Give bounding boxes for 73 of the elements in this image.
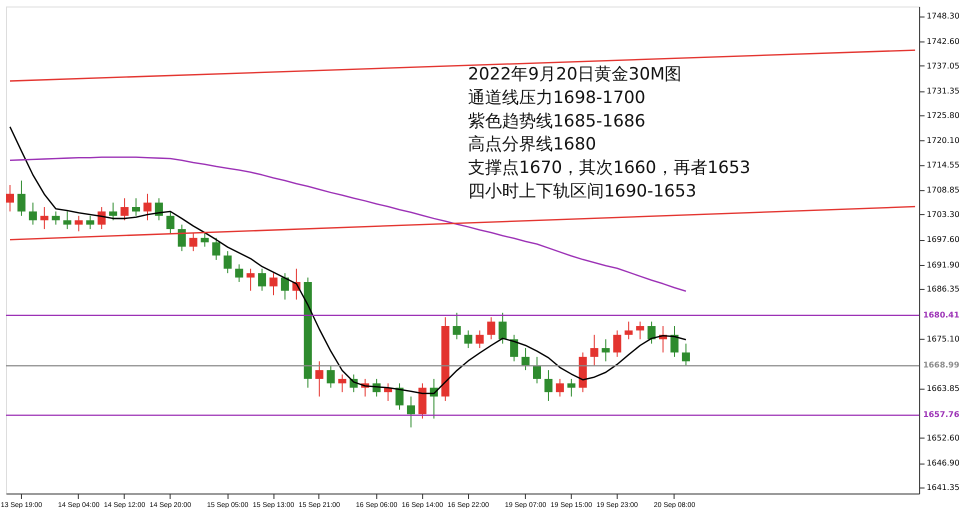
- candlestick: [235, 264, 244, 282]
- candlestick: [338, 374, 346, 393]
- candlestick: [120, 198, 129, 221]
- candlestick: [648, 321, 656, 344]
- y-tick-label: 1691.90: [926, 260, 960, 270]
- candlestick: [624, 321, 633, 340]
- annotation: 高点分界线1680: [468, 134, 596, 154]
- y-tick-label: 1737.05: [926, 61, 960, 70]
- y-tick-label: 1731.35: [926, 86, 960, 96]
- annotation: 紫色趋势线1685-1686: [468, 110, 646, 130]
- candlestick: [406, 396, 415, 428]
- candlestick: [40, 206, 48, 230]
- candlestick: [109, 202, 118, 221]
- candlestick: [682, 343, 690, 366]
- candlestick: [63, 210, 72, 230]
- y-tick-label: 1686.35: [926, 284, 960, 294]
- candlestick: [280, 272, 289, 300]
- candlestick: [224, 250, 232, 274]
- candlestick: [636, 321, 644, 340]
- candlestick: [522, 348, 530, 371]
- candlestick: [166, 210, 174, 234]
- candlestick: [28, 202, 37, 226]
- candlestick: [86, 215, 94, 230]
- candlestick: [613, 330, 622, 358]
- candlestick: [212, 237, 220, 260]
- annotation: 四小时上下轨区间1690-1653: [468, 180, 696, 201]
- candlestick: [326, 365, 335, 388]
- y-tick-label: 1708.85: [926, 186, 960, 195]
- candlestick: [258, 268, 266, 292]
- candlestick: [178, 224, 186, 252]
- y-tick-label: 1748.30: [926, 12, 960, 21]
- y-tick-label: 1697.60: [926, 235, 960, 244]
- candlestick: [590, 334, 598, 366]
- y-tick-label: 1725.80: [926, 110, 960, 120]
- candlestick: [602, 338, 610, 362]
- y-tick-label: 1663.85: [926, 384, 960, 393]
- ref-line-label: 1668.99: [923, 360, 960, 370]
- candlestick: [200, 232, 209, 248]
- candlestick: [143, 193, 152, 221]
- candlestick: [510, 334, 518, 362]
- candlestick: [154, 198, 163, 221]
- candlestick: [556, 378, 564, 398]
- candlestick: [476, 330, 484, 349]
- candlestick: [315, 360, 324, 398]
- ref-line-label: 1680.41: [923, 310, 960, 320]
- annotation: 支撑点1670，其次1660，再者1653: [468, 157, 750, 178]
- y-tick-label: 1720.10: [926, 136, 960, 145]
- annotation: 通道线压力1698-1700: [468, 86, 646, 107]
- candlestick: [452, 312, 461, 340]
- candlestick: [132, 198, 140, 216]
- candlestick: [17, 180, 26, 216]
- y-tick-label: 1742.60: [926, 36, 960, 46]
- candlestick: [52, 210, 60, 226]
- candlestick: [6, 184, 14, 212]
- y-tick-label: 1714.55: [926, 160, 960, 170]
- y-tick-label: 1646.90: [926, 458, 960, 468]
- y-tick-label: 1652.60: [926, 433, 960, 442]
- ref-line-label: 1657.76: [923, 410, 960, 420]
- candlestick: [396, 382, 404, 410]
- candlestick: [464, 330, 472, 349]
- annotation: 2022年9月20日黄金30M图: [468, 63, 682, 84]
- y-tick-label: 1641.35: [926, 483, 960, 492]
- candlestick: [544, 370, 552, 402]
- candlestick: [74, 215, 83, 232]
- candlestick: [498, 312, 507, 344]
- candlestick: [246, 268, 255, 292]
- candlestick: [487, 316, 496, 340]
- candlestick: [670, 326, 678, 358]
- candlestick: [269, 272, 278, 296]
- y-tick-label: 1675.10: [926, 334, 960, 344]
- candlestick: [532, 356, 542, 384]
- y-tick-label: 1703.30: [926, 210, 960, 220]
- candlestick: [567, 378, 576, 398]
